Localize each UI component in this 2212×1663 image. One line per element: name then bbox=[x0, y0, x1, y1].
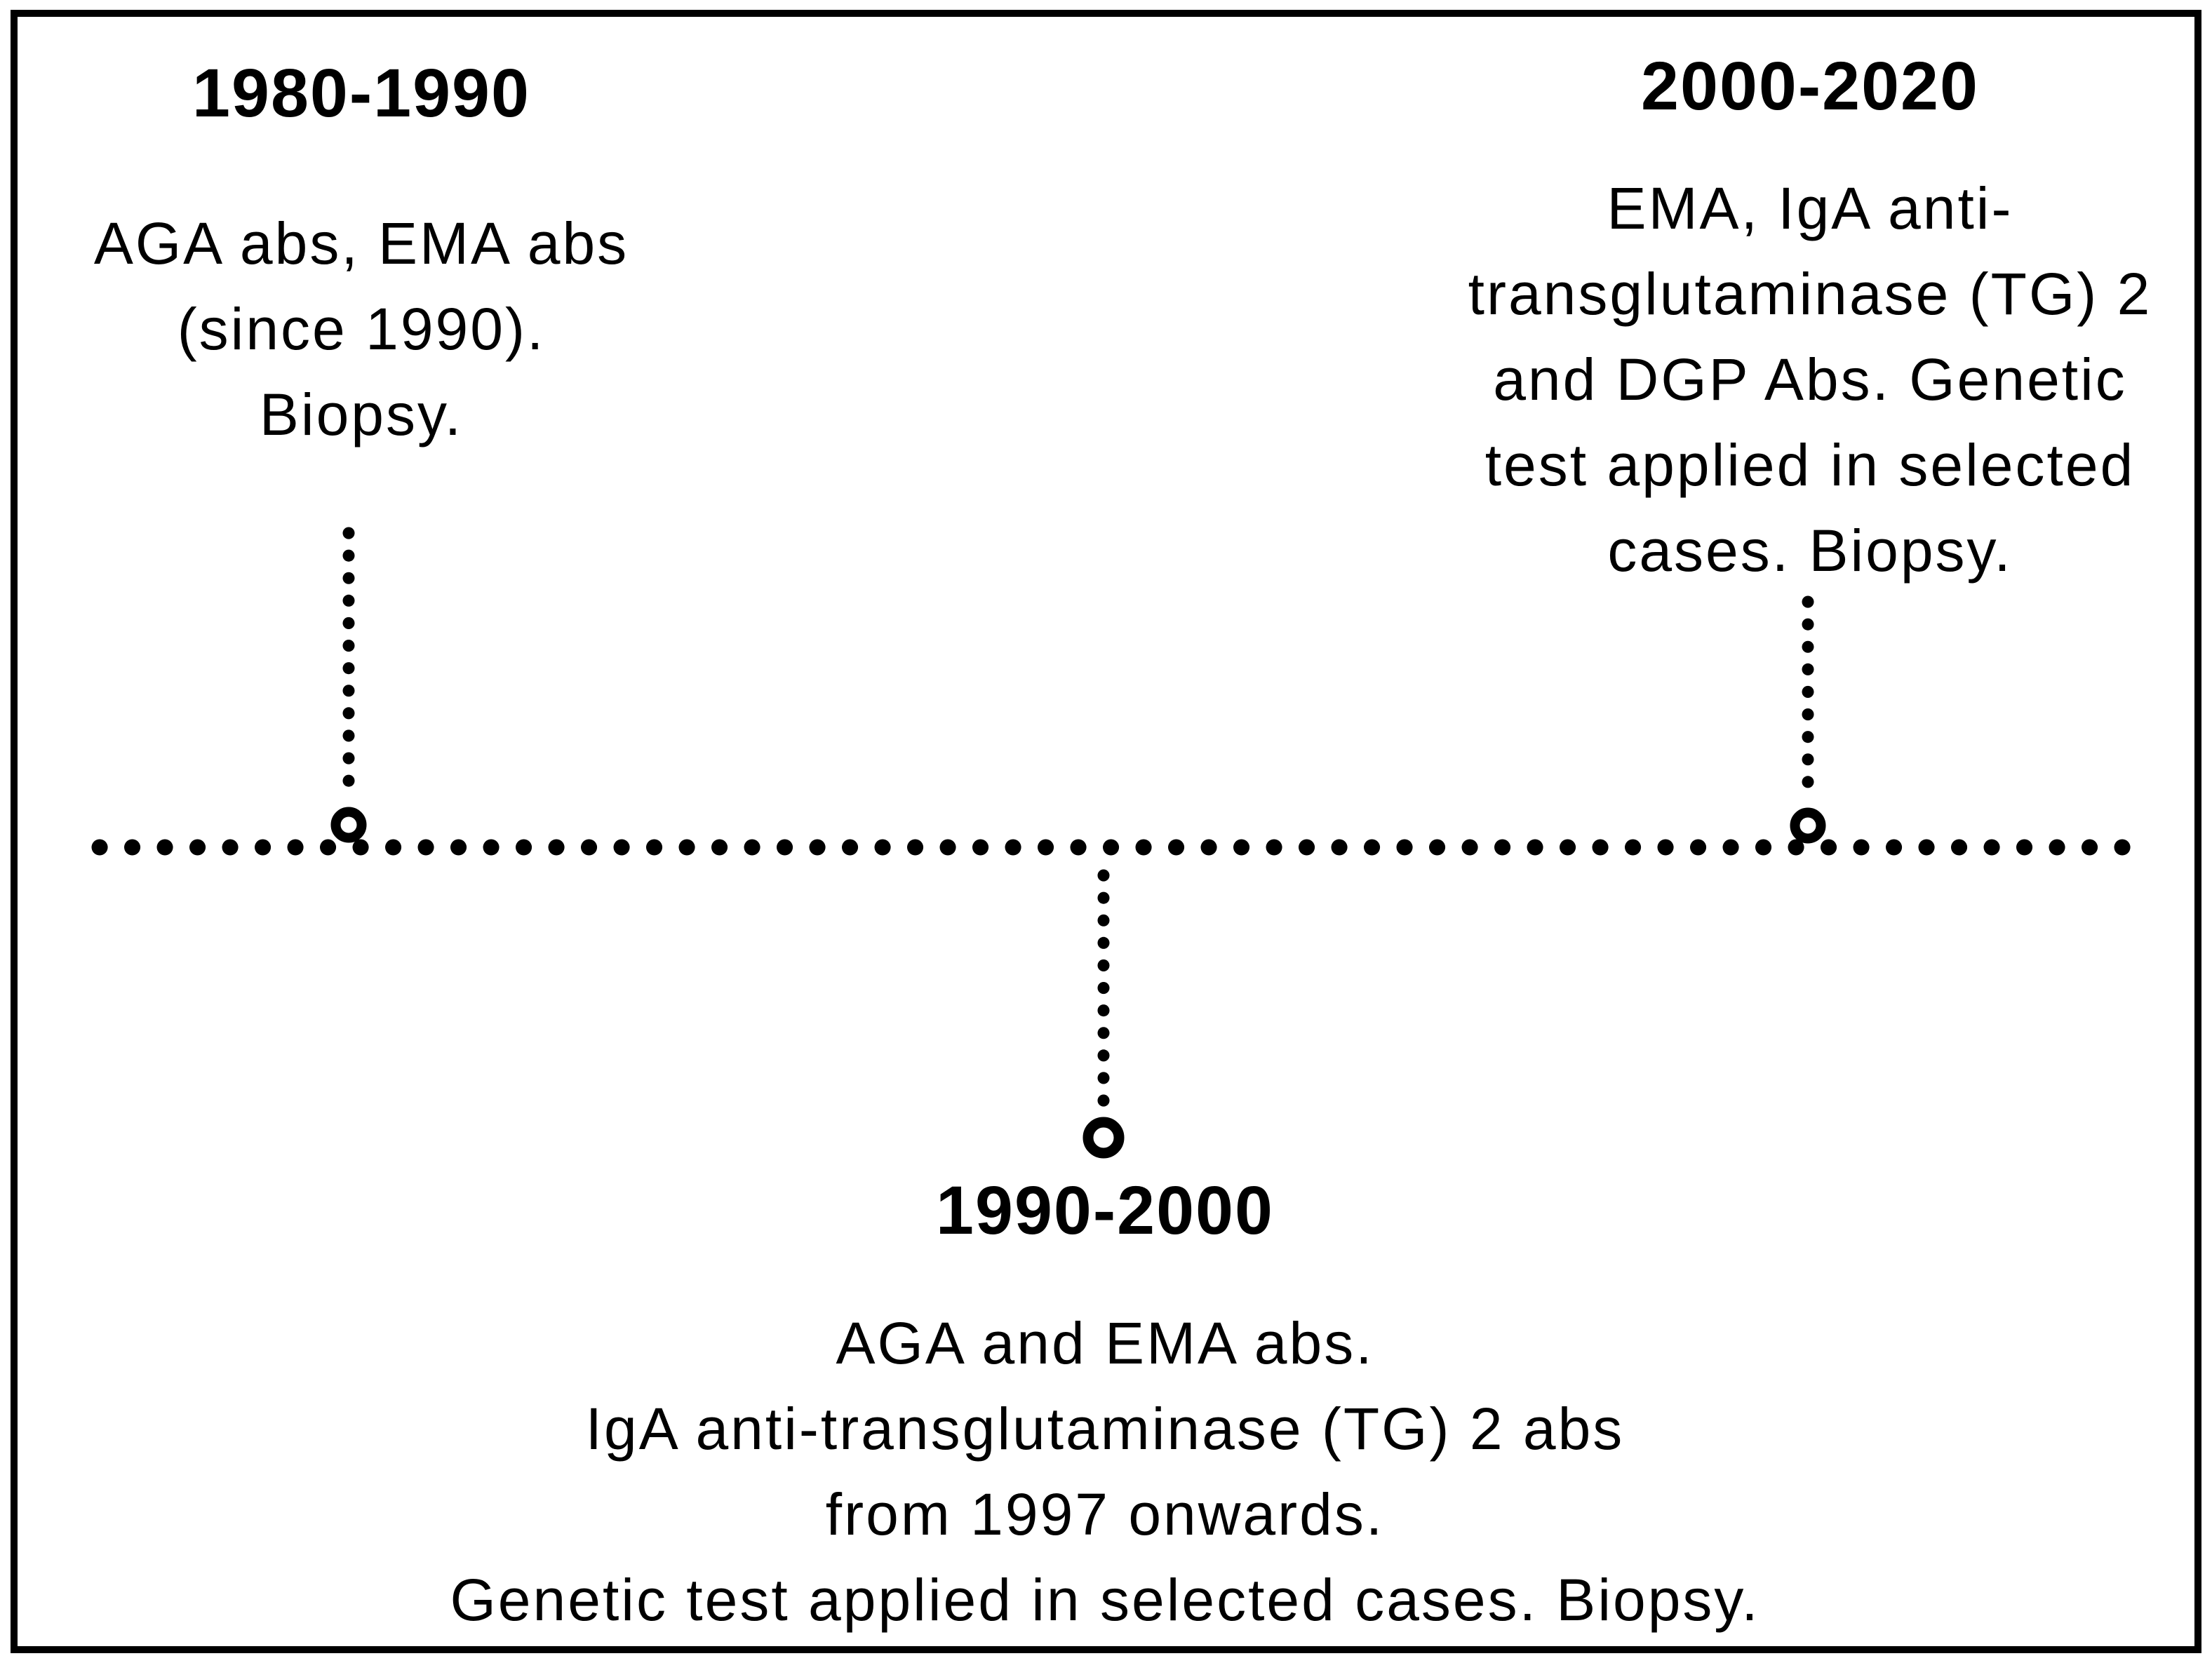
description-line: transglutaminase (TG) 2 bbox=[1468, 261, 2152, 327]
event-description: AGA abs, EMA abs (since 1990). Biopsy. bbox=[60, 201, 663, 457]
description-line: Genetic test applied in selected cases. … bbox=[450, 1567, 1760, 1633]
description-line: AGA abs, EMA abs bbox=[93, 210, 629, 276]
event-block-1980-1990: 1980-1990 AGA abs, EMA abs (since 1990).… bbox=[60, 53, 663, 457]
description-line: and DGP Abs. Genetic bbox=[1493, 346, 2127, 412]
period-label-1990-2000: 1990-2000 bbox=[936, 1172, 1274, 1248]
description-line: AGA and EMA abs. bbox=[836, 1310, 1374, 1376]
timeline-node-1990-icon bbox=[1082, 1117, 1125, 1159]
period-label-1980-1990: 1980-1990 bbox=[192, 55, 530, 131]
description-line: cases. Biopsy. bbox=[1607, 518, 2013, 584]
event-description: AGA and EMA abs. IgA anti-transglutamina… bbox=[295, 1300, 1915, 1643]
period-label-2000-2020: 2000-2020 bbox=[1641, 48, 1979, 124]
description-line: EMA, IgA anti- bbox=[1607, 175, 2013, 241]
description-line: IgA anti-transglutaminase (TG) 2 abs bbox=[585, 1396, 1625, 1462]
description-line: Biopsy. bbox=[259, 382, 464, 447]
timeline-node-1980-icon bbox=[330, 807, 367, 843]
event-block-1990-2000: 1990-2000 AGA and EMA abs. IgA anti-tran… bbox=[295, 1170, 1915, 1643]
description-line: (since 1990). bbox=[177, 296, 546, 362]
description-line: test applied in selected bbox=[1484, 432, 2136, 498]
event-block-2000-2020: 2000-2020 EMA, IgA anti- transglutaminas… bbox=[1424, 46, 2196, 593]
event-description: EMA, IgA anti- transglutaminase (TG) 2 a… bbox=[1424, 166, 2196, 593]
description-line: from 1997 onwards. bbox=[825, 1481, 1385, 1547]
timeline-node-2000-icon bbox=[1790, 807, 1826, 844]
